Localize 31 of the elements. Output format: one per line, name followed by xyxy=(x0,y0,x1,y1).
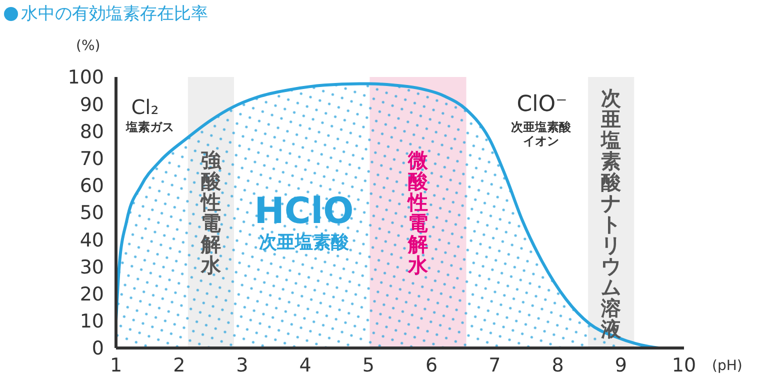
y-tick-label: 0 xyxy=(92,338,104,360)
x-tick-label: 7 xyxy=(488,354,501,376)
x-tick-label: 1 xyxy=(110,354,122,376)
chart-title: 水中の有効塩素存在比率 xyxy=(21,3,208,25)
y-axis-title: (%) xyxy=(76,38,100,54)
x-tick-label: 3 xyxy=(236,354,248,376)
x-axis-title: (pH) xyxy=(712,358,742,374)
band-label: 微酸性電解水 xyxy=(408,148,428,277)
y-tick-label: 20 xyxy=(80,284,104,306)
x-tick-label: 4 xyxy=(299,354,312,376)
y-tick-label: 80 xyxy=(80,120,104,143)
y-tick-label: 60 xyxy=(80,175,104,198)
y-tick-label: 70 xyxy=(80,148,104,170)
y-tick-label: 100 xyxy=(68,66,104,89)
annotation: 次亜塩素酸イオン xyxy=(510,120,572,149)
x-tick-label: 2 xyxy=(173,354,186,376)
y-tick-label: 50 xyxy=(80,202,104,224)
y-tick-label: 30 xyxy=(80,256,104,278)
x-tick-label: 6 xyxy=(426,354,438,376)
y-tick-label: 90 xyxy=(80,94,104,116)
x-tick-label: 9 xyxy=(614,354,627,376)
annotation: 次亜塩素酸 xyxy=(258,232,350,254)
x-tick-label: 5 xyxy=(362,354,374,376)
band-label: 強酸性電解水 xyxy=(200,148,221,277)
annotation: ClO⁻ xyxy=(516,92,568,118)
x-tick-label: 10 xyxy=(672,354,696,376)
y-tick-label: 40 xyxy=(80,229,104,252)
x-tick-label: 8 xyxy=(552,354,564,376)
annotation: Cl₂ xyxy=(130,95,160,119)
y-tick-label: 10 xyxy=(80,310,104,333)
annotation: 塩素ガス xyxy=(124,120,175,134)
